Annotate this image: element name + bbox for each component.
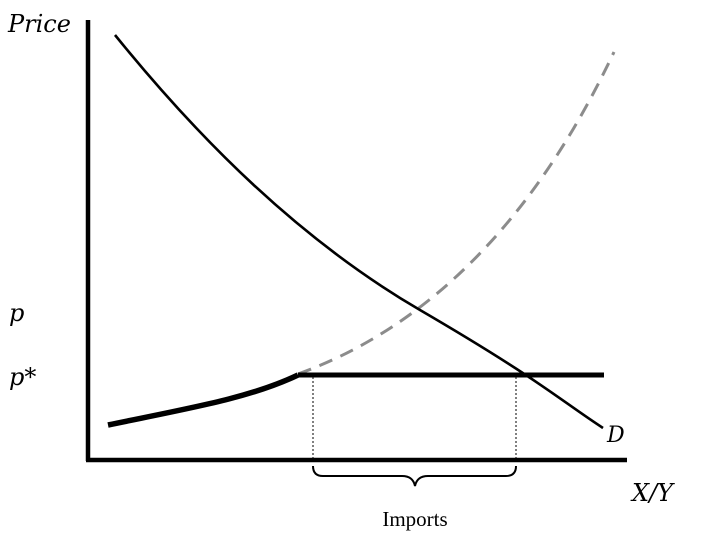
imports-label: Imports xyxy=(382,507,447,531)
demand-curve xyxy=(113,34,604,430)
supply-curve-dashed xyxy=(297,51,616,376)
demand-label: D xyxy=(606,423,625,448)
supply-curve-domestic xyxy=(107,372,300,428)
imports-brace xyxy=(312,465,517,487)
price-p-star-label: p* xyxy=(9,363,36,391)
y-axis-label: Price xyxy=(7,10,71,38)
x-axis-label: X/Y xyxy=(630,479,675,507)
price-p-label: p xyxy=(9,299,24,327)
